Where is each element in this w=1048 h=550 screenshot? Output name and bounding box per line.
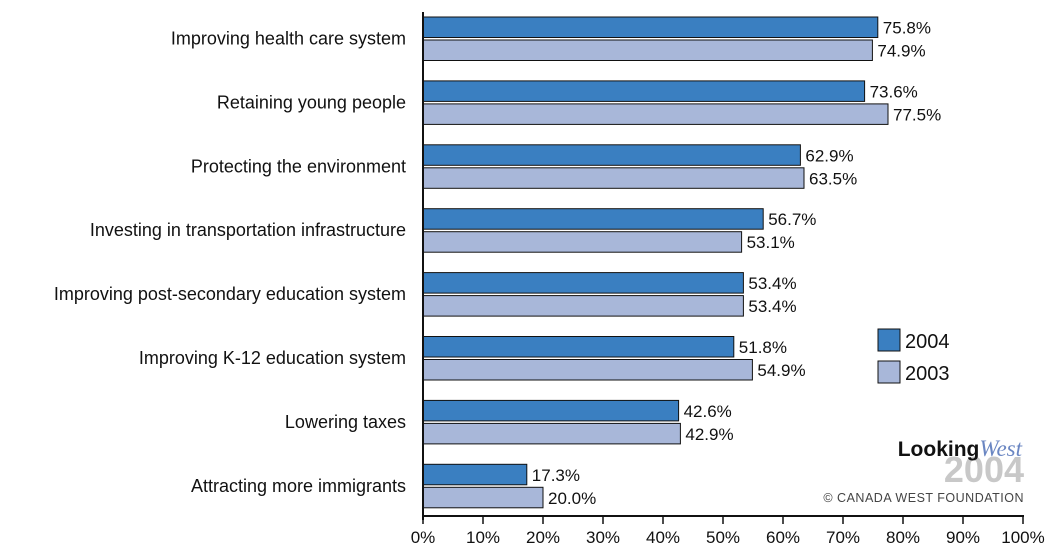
category-label-attracting-more-immigrants: Attracting more immigrants [191, 476, 406, 496]
bar-2004-investing-in-transportation-infrastructure [422, 208, 764, 230]
legend-label-2004: 2004 [905, 331, 950, 353]
legend-swatch-2003 [877, 360, 901, 384]
category-label-lowering-taxes: Lowering taxes [285, 412, 406, 432]
bar-2003-retaining-young-people [422, 103, 889, 125]
bar-2004-lowering-taxes [422, 399, 680, 422]
value-label-2003-investing-in-transportation-infrastructure: 53.1% [747, 233, 795, 252]
bar-2003-lowering-taxes [422, 422, 681, 445]
x-tick-label-100: 100% [1001, 528, 1044, 547]
bar-2003-improving-health-care-system [422, 39, 873, 61]
category-label-retaining-young-people: Retaining young people [217, 92, 406, 112]
x-tick-label-90: 90% [946, 528, 980, 547]
legend-label-2003: 2003 [905, 363, 950, 385]
value-label-2003-improving-post-secondary-education-system: 53.4% [748, 297, 796, 316]
legend-swatch-2004 [877, 328, 901, 352]
value-label-2004-improving-post-secondary-education-system: 53.4% [748, 274, 796, 293]
x-tick-label-70: 70% [826, 528, 860, 547]
value-label-2003-protecting-the-environment: 63.5% [809, 169, 857, 188]
logo-looking: Looking [898, 438, 980, 461]
value-label-2004-protecting-the-environment: 62.9% [805, 146, 853, 165]
x-tick-label-80: 80% [886, 528, 920, 547]
x-tick-label-30: 30% [586, 528, 620, 547]
category-label-improving-k-12-education-system: Improving K-12 education system [139, 348, 406, 368]
value-label-2004-attracting-more-immigrants: 17.3% [532, 466, 580, 485]
x-tick-label-40: 40% [646, 528, 680, 547]
x-tick-label-10: 10% [466, 528, 500, 547]
bar-2004-improving-post-secondary-education-system [422, 272, 744, 294]
x-tick-label-20: 20% [526, 528, 560, 547]
value-label-2004-improving-health-care-system: 75.8% [883, 19, 931, 38]
category-label-improving-health-care-system: Improving health care system [171, 29, 406, 49]
copyright-text: © CANADA WEST FOUNDATION [823, 491, 1024, 505]
bar-2003-attracting-more-immigrants [422, 486, 544, 509]
bar-2004-improving-k-12-education-system [422, 336, 735, 358]
value-label-2003-lowering-taxes: 42.9% [685, 425, 733, 444]
axes-layer: 0% 10% 20% 30% 40% 50% 60% 70% 80% 90% 100% [411, 12, 1045, 547]
value-label-2003-attracting-more-immigrants: 20.0% [548, 489, 596, 508]
labels-layer: Improving health care system 75.8% 74.9% Re… [54, 19, 941, 508]
value-label-2003-retaining-young-people: 77.5% [893, 105, 941, 124]
bars-layer [422, 16, 889, 509]
bar-2004-protecting-the-environment [422, 144, 801, 166]
category-label-investing-in-transportation-infrastructure: Investing in transportation infrastructu… [90, 220, 406, 240]
value-label-2003-improving-k-12-education-system: 54.9% [757, 361, 805, 380]
bar-2003-improving-k-12-education-system [422, 359, 753, 381]
bar-2004-improving-health-care-system [422, 16, 879, 38]
bar-2003-protecting-the-environment [422, 167, 805, 189]
value-label-2004-lowering-taxes: 42.6% [684, 402, 732, 421]
x-tick-label-0: 0% [411, 528, 436, 547]
x-tick-label-60: 60% [766, 528, 800, 547]
value-label-2004-improving-k-12-education-system: 51.8% [739, 338, 787, 357]
category-label-protecting-the-environment: Protecting the environment [191, 156, 406, 176]
value-label-2004-investing-in-transportation-infrastructure: 56.7% [768, 210, 816, 229]
x-tick-label-50: 50% [706, 528, 740, 547]
bar-2003-improving-post-secondary-education-system [422, 295, 744, 317]
bar-2004-attracting-more-immigrants [422, 463, 528, 486]
legend: 2004 2003 [877, 328, 950, 385]
value-label-2004-retaining-young-people: 73.6% [870, 82, 918, 101]
logo-wordmark: LookingWest [898, 436, 1023, 461]
logo-west: West [979, 436, 1022, 461]
bar-2003-investing-in-transportation-infrastructure [422, 231, 743, 253]
category-label-improving-post-secondary-education-system: Improving post-secondary education syste… [54, 284, 406, 304]
looking-west-logo: 2004 LookingWest © CANADA WEST FOUNDATIO… [823, 436, 1024, 505]
bar-2004-retaining-young-people [422, 80, 866, 102]
value-label-2003-improving-health-care-system: 74.9% [877, 42, 925, 61]
logo-year: 2004 [944, 449, 1024, 490]
